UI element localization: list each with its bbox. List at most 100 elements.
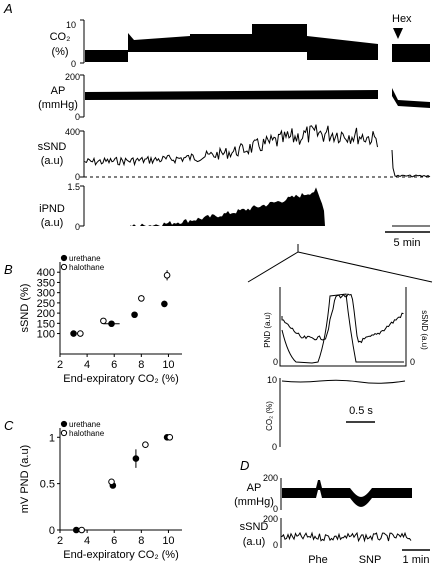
ap-unit: (mmHg): [38, 99, 78, 111]
inset-co2-label: CO₂ (%): [265, 401, 274, 431]
ssnd-trace: [84, 124, 431, 178]
chart-c: 2 4 6 8 10 0 0.5 1 End-expiratory CO₂ (%) mV PND …: [19, 420, 182, 561]
chart-c-xtick-label: 8: [138, 535, 144, 547]
co2-label: CO₂: [50, 31, 71, 43]
d-ap-label: AP: [247, 482, 262, 494]
panel-label-d: D: [240, 458, 249, 473]
chart-b-ytick-label: 250: [37, 298, 55, 310]
chart-b-point-urethane: [70, 330, 77, 337]
inset-co2-tick-top: 10: [267, 375, 277, 385]
ap-trace: [85, 88, 430, 108]
ssnd-tick-top: 400: [65, 127, 80, 137]
chart-c-ytick-label: 0: [49, 525, 55, 537]
chart-c-legend-marker-urethane: [60, 420, 68, 428]
chart-b-axes: [59, 262, 182, 355]
inset-ssnd-trace: [281, 293, 404, 344]
chart-c-point-halothane: [166, 433, 174, 441]
chart-b-xtick-label: 6: [111, 359, 117, 371]
chart-b-point-urethane: [161, 300, 168, 308]
scale-label-0-5s: 0.5 s: [349, 405, 373, 417]
chart-b-ylabel: sSND (%): [19, 284, 31, 333]
chart-c-ylabel: mV PND (a.u): [19, 445, 31, 513]
chart-b-xtick-label: 8: [138, 359, 144, 371]
inset-co2-trace: [281, 379, 406, 384]
chart-c-legend-marker-halothane: [60, 429, 68, 437]
chart-c-legend-label-urethane: urethane: [69, 420, 101, 429]
ap-tick-top: 200: [65, 72, 80, 82]
chart-b-point-halothane: [77, 330, 84, 337]
chart-b-ytick-label: 150: [37, 318, 55, 330]
inset-left-label: PND (a.u): [263, 312, 272, 348]
chart-c-ytick-label: 0.5: [40, 479, 55, 491]
chart-b-point-urethane: [131, 311, 138, 319]
chart-c-point-urethane: [72, 526, 80, 534]
d-ssnd-tick-zero: 0: [273, 540, 278, 550]
chart-b-legend-marker-urethane: [60, 254, 68, 262]
ipnd-trace: [130, 187, 325, 226]
inset: 0 0 PND (a.u) sSND (a.u) 10 0 CO₂ (%) 0.…: [263, 287, 429, 452]
co2-tick-zero: 0: [71, 59, 76, 69]
chart-c-xtick-label: 4: [84, 535, 90, 547]
chart-b-xtick-label: 10: [162, 359, 174, 371]
chart-c-point-halothane: [108, 478, 115, 486]
chart-c-point-urethane: [132, 455, 140, 462]
ssnd-tick-zero: 0: [75, 172, 80, 182]
ipnd-label: iPND: [39, 203, 65, 215]
ap-tick-zero: 0: [75, 112, 80, 122]
ipnd-unit: (a.u): [41, 217, 64, 229]
chart-b-ytick-label: 100: [37, 329, 55, 341]
co2-axis: [80, 19, 85, 64]
d-ssnd-tick-top: 200: [263, 514, 278, 524]
d-ap-trace: [282, 480, 412, 507]
hex-label: Hex: [392, 13, 412, 25]
panel-label-b: B: [4, 262, 13, 277]
chart-b-ytick-label: 300: [37, 288, 55, 300]
co2-tick-top: 10: [66, 20, 76, 30]
ap-label: AP: [51, 85, 66, 97]
d-ssnd-label: sSND: [240, 521, 269, 533]
chart-b-ytick-label: 350: [37, 277, 55, 289]
ipnd-axis: [80, 185, 85, 227]
chart-b-point-halothane: [138, 295, 145, 302]
inset-frame: [279, 287, 407, 367]
ipnd-tick-zero: 0: [75, 222, 80, 232]
d-ssnd-unit: (a.u): [243, 536, 266, 548]
zoom-line-left: [247, 251, 299, 283]
panel-label-a: A: [3, 1, 13, 16]
chart-c-axes: [59, 428, 182, 531]
ssnd-axis: [80, 130, 85, 178]
chart-b-ytick-label: 200: [37, 308, 55, 320]
inset-zero-right: 0: [410, 357, 415, 367]
chart-c-xtick-label: 2: [57, 535, 63, 547]
chart-b-point-halothane: [100, 317, 107, 325]
zoom-line-right: [297, 251, 433, 283]
ap-axis: [80, 74, 85, 118]
inset-pnd-trace: [281, 293, 404, 364]
chart-c-xtick-label: 6: [111, 535, 117, 547]
chart-b-legend-label-halothane: halothane: [69, 263, 105, 272]
d-ap-tick-top: 200: [263, 473, 278, 483]
chart-b-legend-label-urethane: urethane: [69, 254, 101, 263]
ssnd-label: sSND: [38, 141, 67, 153]
d-ap-tick-zero: 0: [273, 504, 278, 514]
scale-label-5min: 5 min: [394, 237, 421, 249]
ssnd-unit: (a.u): [41, 155, 64, 167]
chart-b-xtick-label: 4: [84, 359, 90, 371]
panel-label-c: C: [4, 418, 14, 433]
co2-trace: [85, 24, 430, 62]
chart-b-legend-marker-halothane: [60, 263, 68, 271]
scale-label-1min: 1 min: [403, 554, 430, 565]
ipnd-tick-top: 1.5: [67, 182, 80, 192]
chart-b-xtick-label: 2: [57, 359, 63, 371]
inset-right-label: sSND (a.u): [420, 310, 429, 350]
d-ap-unit: (mmHg): [234, 496, 274, 508]
inset-co2-tick-zero: 0: [272, 442, 277, 452]
phe-label: Phe: [308, 554, 328, 565]
chart-c-legend-label-halothane: halothane: [69, 429, 105, 438]
chart-c-ytick-label: 1: [49, 432, 55, 444]
hex-arrow-icon: [393, 28, 403, 39]
chart-c-xtick-label: 10: [162, 535, 174, 547]
snp-label: SNP: [359, 554, 382, 565]
